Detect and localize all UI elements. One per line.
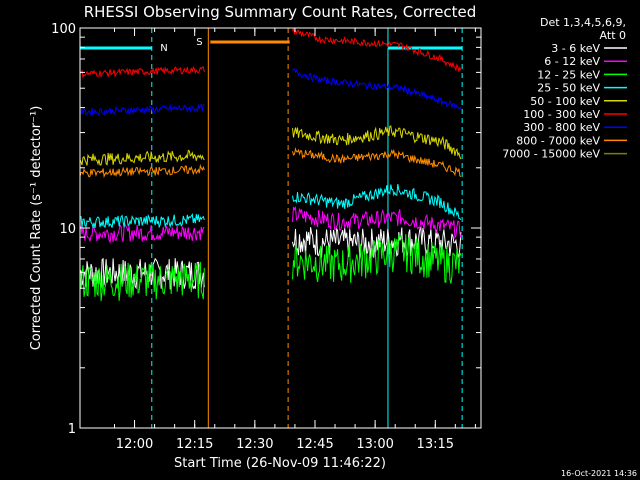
legend-label: 100 - 300 keV	[523, 108, 600, 121]
series-trace	[292, 125, 462, 160]
series-trace	[79, 163, 205, 179]
legend-title-line-2: Att 0	[600, 29, 626, 42]
x-tick-label: 12:30	[236, 437, 273, 452]
legend-title-line-1: Det 1,3,4,5,6,9,	[540, 16, 626, 29]
legend-label: 6 - 12 keV	[544, 55, 600, 68]
legend-label: 300 - 800 keV	[523, 121, 600, 134]
saa-flag-label: S	[196, 37, 202, 48]
x-tick-label: 12:15	[176, 437, 213, 452]
legend-label: 50 - 100 keV	[530, 95, 600, 108]
series-trace	[79, 261, 205, 302]
series-trace	[79, 149, 205, 166]
series-trace	[292, 27, 462, 72]
series-trace	[79, 212, 205, 230]
night-flag-label: N	[160, 43, 167, 54]
legend-label: 800 - 7000 keV	[516, 134, 600, 147]
y-tick-label: 10	[59, 222, 76, 237]
y-tick-label: 100	[51, 22, 76, 37]
series-trace	[79, 223, 205, 244]
series-trace	[292, 146, 462, 177]
legend-label: 12 - 25 keV	[537, 68, 600, 81]
series-trace	[292, 68, 462, 111]
plot-area: NS	[79, 27, 463, 428]
series-trace	[292, 183, 462, 221]
series-trace	[79, 65, 205, 79]
x-axis-label: Start Time (26-Nov-09 11:46:22)	[174, 456, 386, 471]
x-tick-label: 12:00	[116, 437, 153, 452]
chart-title: RHESSI Observing Summary Count Rates, Co…	[84, 3, 477, 21]
x-tick-label: 12:45	[296, 437, 333, 452]
axes: 12:00 12:15 12:30 12:45 13:00 13:15 1 10 100	[51, 22, 482, 452]
y-tick-label: 1	[68, 422, 76, 437]
series-trace	[79, 103, 205, 117]
series-trace	[292, 234, 462, 284]
series-trace	[292, 205, 462, 240]
x-tick-label: 13:00	[356, 437, 393, 452]
legend-label: 3 - 6 keV	[551, 42, 600, 55]
legend-label: 7000 - 15000 keV	[502, 148, 600, 161]
timestamp: 16-Oct-2021 14:36	[561, 469, 637, 478]
legend-label: 25 - 50 keV	[537, 82, 600, 95]
y-axis-label: Corrected Count Rate (s⁻¹ detector⁻¹)	[29, 106, 44, 351]
x-tick-label: 13:15	[417, 437, 454, 452]
